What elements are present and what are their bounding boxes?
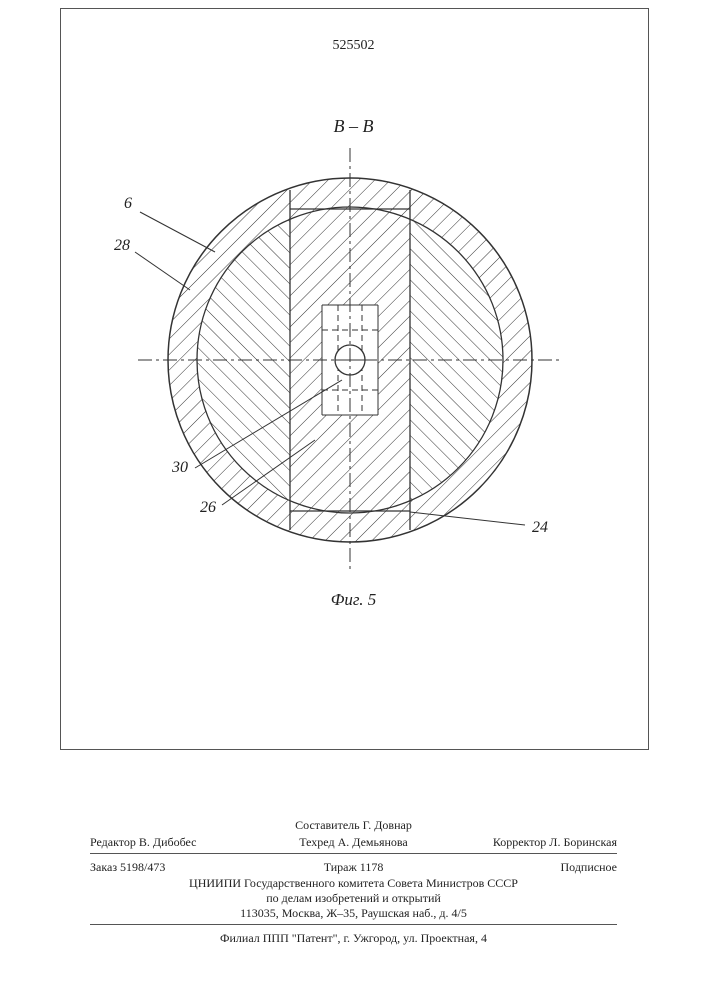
footer-subscription: Подписное <box>561 860 618 875</box>
callout-c28: 28 <box>114 237 130 254</box>
footer-institute-2: по делам изобретений и открытий <box>0 891 707 906</box>
footer-address: 113035, Москва, Ж–35, Раушская наб., д. … <box>0 906 707 921</box>
leader-c28 <box>135 252 190 290</box>
patent-page: { "patent_number": "525502", "section_la… <box>0 0 707 1000</box>
section-diagram: 6 28 30 26 24 <box>70 135 630 635</box>
footer-institute-1: ЦНИИПИ Государственного комитета Совета … <box>0 876 707 891</box>
callout-c6: 6 <box>124 195 132 212</box>
leader-c6 <box>140 212 215 252</box>
section-label: В – В <box>0 116 707 137</box>
callout-c30: 30 <box>171 459 188 476</box>
footer-rule-2 <box>90 924 617 925</box>
callout-c26: 26 <box>200 499 216 516</box>
footer-corrector: Корректор Л. Боринская <box>493 835 617 850</box>
callout-c24: 24 <box>532 519 548 536</box>
footer-rule-1 <box>90 853 617 854</box>
patent-number: 525502 <box>0 38 707 54</box>
footer-compiler: Составитель Г. Довнар <box>0 818 707 833</box>
footer-branch: Филиал ППП "Патент", г. Ужгород, ул. Про… <box>0 931 707 946</box>
